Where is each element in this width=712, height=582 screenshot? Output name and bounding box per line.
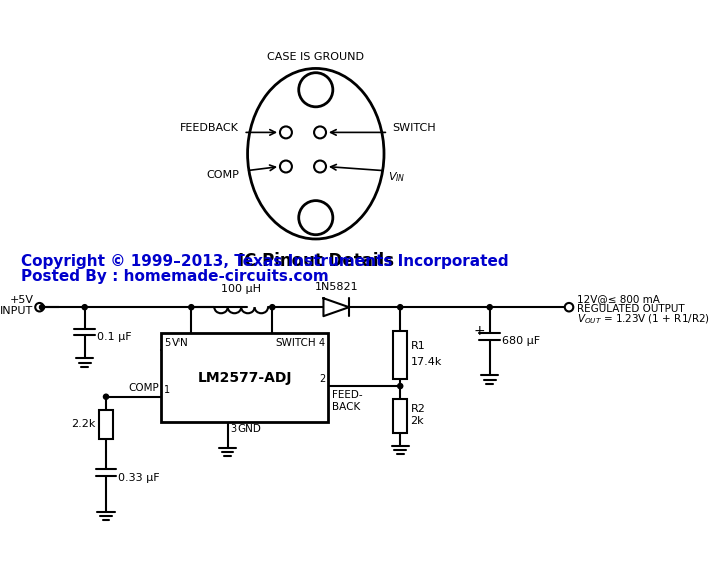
Bar xyxy=(99,410,112,439)
Circle shape xyxy=(397,384,403,389)
Text: +5V: +5V xyxy=(9,296,33,306)
Text: VᴵN: VᴵN xyxy=(172,338,189,348)
Text: SWITCH: SWITCH xyxy=(275,338,316,348)
Circle shape xyxy=(189,304,194,310)
Bar xyxy=(393,399,407,433)
Text: 2: 2 xyxy=(319,374,325,384)
Text: LM2577-ADJ: LM2577-ADJ xyxy=(197,371,292,385)
Text: 5: 5 xyxy=(164,338,170,348)
Text: +: + xyxy=(474,324,486,338)
Text: 3: 3 xyxy=(230,424,236,434)
Text: 100 μH: 100 μH xyxy=(221,285,261,294)
Text: R2: R2 xyxy=(410,404,425,414)
Text: 17.4k: 17.4k xyxy=(410,357,442,367)
Circle shape xyxy=(487,304,492,310)
Circle shape xyxy=(299,73,333,107)
Text: 2.2k: 2.2k xyxy=(71,420,96,430)
Circle shape xyxy=(103,394,108,399)
Circle shape xyxy=(35,303,43,311)
Circle shape xyxy=(280,161,292,172)
Bar xyxy=(162,333,328,423)
Text: 12V@≤ 800 mA: 12V@≤ 800 mA xyxy=(577,294,659,304)
Text: COMP: COMP xyxy=(128,383,159,393)
Circle shape xyxy=(565,303,573,311)
Circle shape xyxy=(82,304,88,310)
Text: GND: GND xyxy=(238,424,261,434)
Text: 0.33 μF: 0.33 μF xyxy=(118,473,159,482)
Circle shape xyxy=(397,304,403,310)
Bar xyxy=(393,331,407,379)
Circle shape xyxy=(270,304,275,310)
Text: FEED-
BACK: FEED- BACK xyxy=(332,391,362,412)
Text: 0.1 μF: 0.1 μF xyxy=(97,332,131,342)
Ellipse shape xyxy=(248,69,384,239)
Text: CASE IS GROUND: CASE IS GROUND xyxy=(267,52,365,62)
Text: REGULATED OUTPUT: REGULATED OUTPUT xyxy=(577,304,684,314)
Circle shape xyxy=(39,304,45,310)
Text: COMP: COMP xyxy=(206,170,239,180)
Text: IC Pinout Details: IC Pinout Details xyxy=(238,252,394,270)
Text: INPUT: INPUT xyxy=(0,306,33,315)
Text: Copyright © 1999–2013, Texas Instruments Incorporated: Copyright © 1999–2013, Texas Instruments… xyxy=(21,254,508,269)
Text: Posted By : homemade-circuits.com: Posted By : homemade-circuits.com xyxy=(21,269,328,284)
Text: 680 μF: 680 μF xyxy=(502,336,540,346)
Text: 2k: 2k xyxy=(410,416,424,426)
Text: 1N5821: 1N5821 xyxy=(315,282,358,292)
Text: SWITCH: SWITCH xyxy=(392,123,436,133)
Text: $V_{IN}$: $V_{IN}$ xyxy=(388,171,406,184)
Circle shape xyxy=(299,201,333,235)
Text: $V_{OUT}$ = 1.23V (1 + R1/R2): $V_{OUT}$ = 1.23V (1 + R1/R2) xyxy=(577,313,710,326)
Text: FEEDBACK: FEEDBACK xyxy=(180,123,239,133)
Text: 4: 4 xyxy=(319,338,325,348)
Circle shape xyxy=(314,161,326,172)
Text: R1: R1 xyxy=(410,340,425,350)
Circle shape xyxy=(280,126,292,139)
Text: 1: 1 xyxy=(164,385,170,395)
Circle shape xyxy=(314,126,326,139)
